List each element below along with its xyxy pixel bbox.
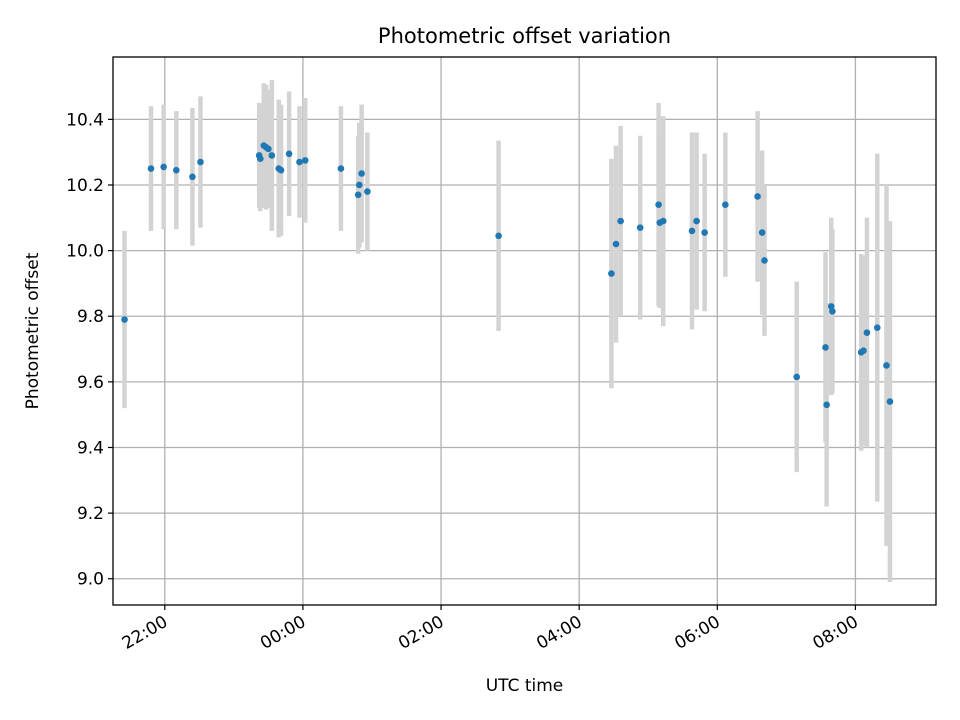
data-point: [722, 201, 729, 208]
data-point: [758, 229, 766, 236]
grid-lines: [113, 57, 936, 605]
chart-title: Photometric offset variation: [378, 24, 671, 48]
data-point: [827, 303, 835, 310]
data-point: [160, 163, 167, 171]
data-point: [121, 316, 128, 323]
data-point: [265, 145, 272, 153]
y-axis-ticks: 9.0 9.2 9.4 9.6 9.8 10.0 10.2 10.4: [66, 110, 113, 590]
data-point: [701, 229, 708, 236]
data-point: [823, 401, 830, 409]
data-point: [886, 398, 894, 405]
data-point: [822, 344, 829, 351]
data-point: [356, 181, 363, 189]
data-point: [337, 165, 345, 172]
data-point: [883, 362, 890, 369]
x-axis-label: UTC time: [486, 676, 564, 696]
data-point: [189, 173, 196, 181]
y-tick-label: 9.0: [77, 570, 104, 590]
data-point: [617, 217, 624, 225]
y-axis-label: Photometric offset: [23, 252, 43, 409]
data-point: [285, 150, 293, 158]
data-points: [121, 142, 894, 409]
y-tick-label: 9.8: [77, 307, 104, 327]
y-tick-label: 9.2: [77, 504, 104, 524]
data-point: [873, 324, 881, 332]
data-point: [754, 193, 761, 200]
data-point: [197, 158, 204, 166]
y-tick-label: 10.4: [66, 110, 104, 130]
y-tick-label: 9.6: [77, 373, 104, 393]
plot-frame: [112, 56, 937, 606]
data-point: [358, 170, 365, 177]
data-point: [608, 270, 615, 277]
data-point: [636, 224, 644, 231]
y-tick-label: 10.2: [66, 176, 104, 196]
data-point: [761, 257, 768, 264]
data-point: [277, 166, 285, 174]
data-point: [688, 227, 696, 235]
data-point: [655, 201, 662, 208]
data-point: [793, 373, 801, 381]
data-point: [301, 157, 309, 164]
y-tick-label: 9.4: [77, 438, 104, 458]
data-point: [863, 329, 871, 336]
data-point: [612, 240, 620, 248]
y-tick-label: 10.0: [66, 242, 104, 262]
data-point: [173, 166, 180, 174]
data-point: [860, 347, 867, 354]
data-point: [693, 217, 700, 225]
data-point: [829, 308, 836, 315]
data-point: [147, 165, 155, 172]
data-point: [354, 191, 362, 199]
data-point: [268, 152, 276, 159]
data-point: [659, 217, 667, 225]
data-point: [257, 155, 264, 163]
data-point: [296, 158, 303, 166]
data-point: [364, 188, 371, 195]
data-point: [495, 232, 502, 240]
